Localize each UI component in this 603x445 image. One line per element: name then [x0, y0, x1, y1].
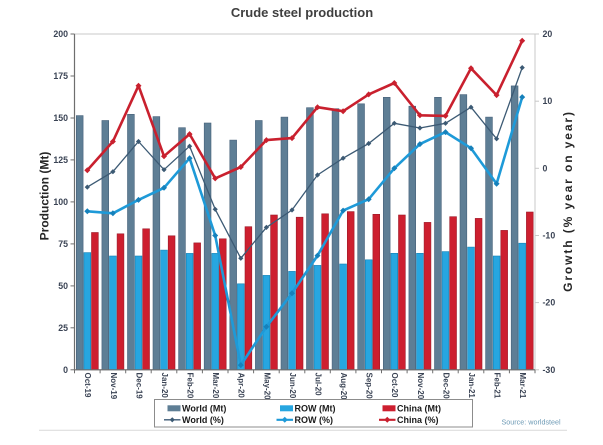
- svg-text:Mar-21: Mar-21: [518, 373, 527, 399]
- svg-text:0: 0: [543, 163, 548, 173]
- svg-text:-10: -10: [543, 231, 556, 241]
- svg-text:Growth (% year on year): Growth (% year on year): [561, 110, 575, 292]
- svg-text:Source: worldsteel: Source: worldsteel: [502, 418, 562, 427]
- svg-text:Jan-20: Jan-20: [160, 373, 169, 399]
- svg-text:Nov-19: Nov-19: [109, 373, 118, 400]
- svg-text:Mar-20: Mar-20: [211, 373, 220, 399]
- svg-text:75: 75: [58, 239, 68, 249]
- svg-text:Dec-20: Dec-20: [441, 373, 450, 400]
- svg-text:Oct-20: Oct-20: [390, 373, 399, 398]
- svg-text:25: 25: [58, 323, 68, 333]
- svg-text:Feb-20: Feb-20: [185, 373, 194, 399]
- svg-text:-30: -30: [543, 365, 556, 375]
- svg-text:200: 200: [53, 29, 68, 39]
- svg-text:China (%): China (%): [397, 415, 439, 425]
- svg-text:125: 125: [53, 155, 68, 165]
- svg-text:World (Mt): World (Mt): [182, 404, 226, 414]
- svg-text:0: 0: [63, 365, 68, 375]
- svg-text:Apr-20: Apr-20: [237, 373, 246, 399]
- svg-text:100: 100: [53, 197, 68, 207]
- svg-text:50: 50: [58, 281, 68, 291]
- svg-text:Nov-20: Nov-20: [416, 373, 425, 400]
- svg-text:20: 20: [543, 29, 553, 39]
- svg-text:World (%): World (%): [182, 415, 224, 425]
- svg-text:Crude steel production: Crude steel production: [231, 5, 373, 20]
- svg-text:-20: -20: [543, 298, 556, 308]
- svg-text:150: 150: [53, 113, 68, 123]
- svg-text:May-20: May-20: [262, 373, 271, 401]
- svg-text:ROW (Mt): ROW (Mt): [295, 404, 336, 414]
- svg-text:Dec-19: Dec-19: [134, 373, 143, 400]
- svg-text:China (Mt): China (Mt): [397, 404, 441, 414]
- svg-text:10: 10: [543, 96, 553, 106]
- svg-text:Jan-21: Jan-21: [467, 373, 476, 399]
- svg-text:Sep-20: Sep-20: [365, 373, 374, 400]
- svg-text:Production (Mt): Production (Mt): [37, 152, 51, 241]
- svg-text:Aug-20: Aug-20: [339, 373, 348, 401]
- svg-text:Feb-21: Feb-21: [492, 373, 501, 399]
- svg-text:ROW (%): ROW (%): [295, 415, 334, 425]
- svg-text:Jul-20: Jul-20: [313, 373, 322, 397]
- svg-text:175: 175: [53, 71, 68, 81]
- svg-text:Jun-20: Jun-20: [288, 373, 297, 399]
- svg-text:Oct-19: Oct-19: [83, 373, 92, 398]
